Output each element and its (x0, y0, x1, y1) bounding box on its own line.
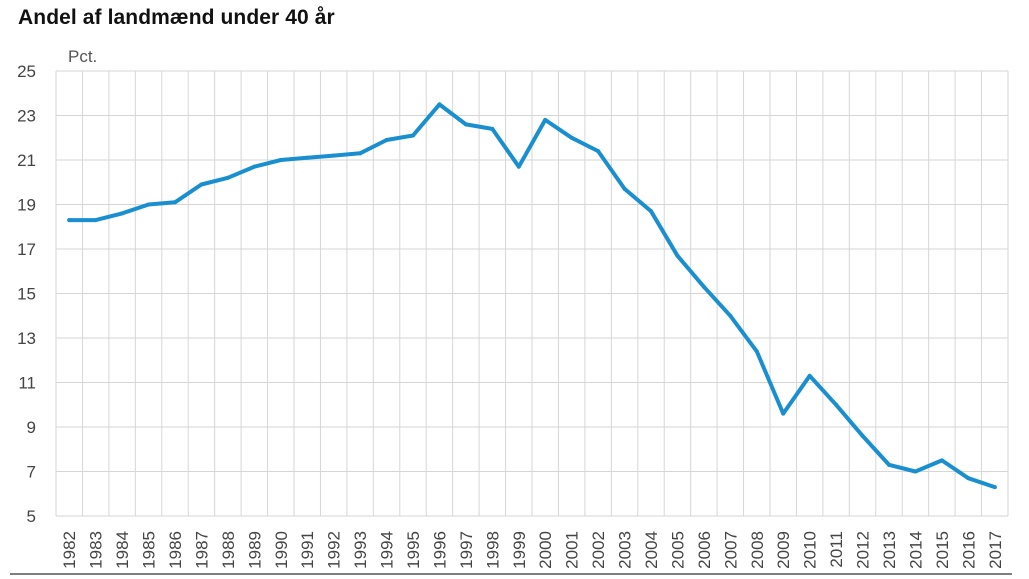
y-tick-label: 5 (27, 507, 36, 526)
data-point (120, 211, 125, 216)
data-point (860, 433, 865, 438)
x-tick-label: 2017 (986, 531, 1005, 569)
data-point (596, 149, 601, 154)
series-line (67, 102, 997, 490)
data-point (675, 253, 680, 258)
data-point (384, 137, 389, 142)
data-point (490, 126, 495, 131)
x-tick-label: 1992 (325, 531, 344, 569)
x-tick-label: 2011 (827, 531, 846, 568)
x-tick-label: 2014 (906, 531, 925, 569)
data-point (173, 200, 177, 205)
data-point (781, 411, 786, 416)
y-tick-label: 15 (17, 285, 36, 304)
x-tick-label: 2003 (616, 531, 635, 569)
data-point (516, 164, 521, 169)
x-tick-label: 2000 (536, 531, 555, 569)
data-point (199, 182, 204, 187)
data-point (701, 284, 706, 289)
x-tick-label: 1988 (219, 531, 238, 569)
x-tick-label: 1985 (140, 531, 159, 569)
data-point (543, 117, 548, 122)
grid (55, 70, 1009, 517)
data-point (437, 102, 442, 107)
x-tick-label: 1990 (272, 531, 291, 569)
x-tick-label: 1995 (404, 531, 423, 569)
x-tick-label: 2008 (748, 531, 767, 569)
data-point (463, 122, 468, 127)
data-point (358, 151, 363, 156)
x-tick-label: 2015 (933, 531, 952, 569)
data-point (754, 349, 759, 354)
x-tick-label: 2002 (589, 531, 608, 569)
data-point (225, 175, 230, 180)
data-point (93, 218, 98, 223)
y-axis-unit-label: Pct. (68, 47, 97, 66)
data-point (913, 469, 918, 474)
x-tick-label: 2001 (563, 531, 582, 569)
x-tick-label: 1993 (351, 531, 370, 569)
x-tick-label: 2007 (721, 531, 740, 569)
data-point (278, 158, 283, 162)
x-tick-label: 2004 (642, 531, 661, 569)
x-tick-label: 1983 (87, 531, 106, 569)
data-point (992, 485, 997, 490)
x-tick-label: 1991 (298, 531, 317, 569)
x-tick-label: 2010 (801, 531, 820, 569)
x-tick-label: 1997 (457, 531, 476, 569)
data-point (622, 186, 627, 191)
data-point (728, 313, 733, 318)
x-tick-label: 1999 (510, 531, 529, 569)
chart-title: Andel af landmænd under 40 år (18, 6, 335, 29)
y-tick-label: 9 (27, 418, 36, 437)
y-tick-label: 23 (17, 107, 36, 126)
x-tick-label: 1989 (245, 531, 264, 569)
data-point (305, 155, 310, 160)
y-tick-label: 17 (17, 240, 36, 259)
x-tick-label: 2012 (854, 531, 873, 569)
data-point (569, 135, 574, 140)
data-point (67, 218, 72, 223)
data-point (807, 373, 812, 378)
data-point (146, 202, 151, 207)
data-point (966, 476, 971, 481)
data-point (834, 402, 839, 407)
y-axis: 5 7 9 11 13 15 17 19 21 23 25 (17, 62, 36, 526)
x-tick-label: 1987 (192, 531, 211, 569)
y-tick-label: 7 (27, 463, 36, 482)
y-tick-label: 25 (17, 62, 36, 81)
series-points (67, 102, 997, 490)
x-tick-label: 1986 (166, 531, 185, 569)
x-tick-label: 2009 (774, 531, 793, 569)
data-point (331, 153, 336, 158)
x-tick-label: 2005 (668, 531, 687, 569)
x-tick-label: 2006 (695, 531, 714, 569)
y-tick-label: 13 (17, 329, 36, 348)
data-point (649, 209, 653, 214)
data-point (939, 458, 944, 463)
y-tick-label: 21 (17, 151, 36, 170)
data-point (252, 164, 257, 169)
x-tick-label: 1994 (378, 531, 397, 569)
data-point (411, 133, 415, 138)
y-tick-label: 11 (18, 374, 36, 393)
x-tick-label: 1996 (430, 531, 449, 569)
data-point (887, 462, 891, 467)
x-tick-label: 1984 (113, 531, 132, 569)
x-tick-label: 2016 (959, 531, 978, 569)
x-tick-label: 1998 (483, 531, 502, 569)
x-axis: 1982 1983 1984 1985 1986 1987 1988 1989 1990 1991… (60, 531, 1005, 569)
y-tick-label: 19 (17, 196, 36, 215)
x-tick-label: 2013 (880, 531, 899, 569)
x-tick-label: 1982 (60, 531, 79, 569)
